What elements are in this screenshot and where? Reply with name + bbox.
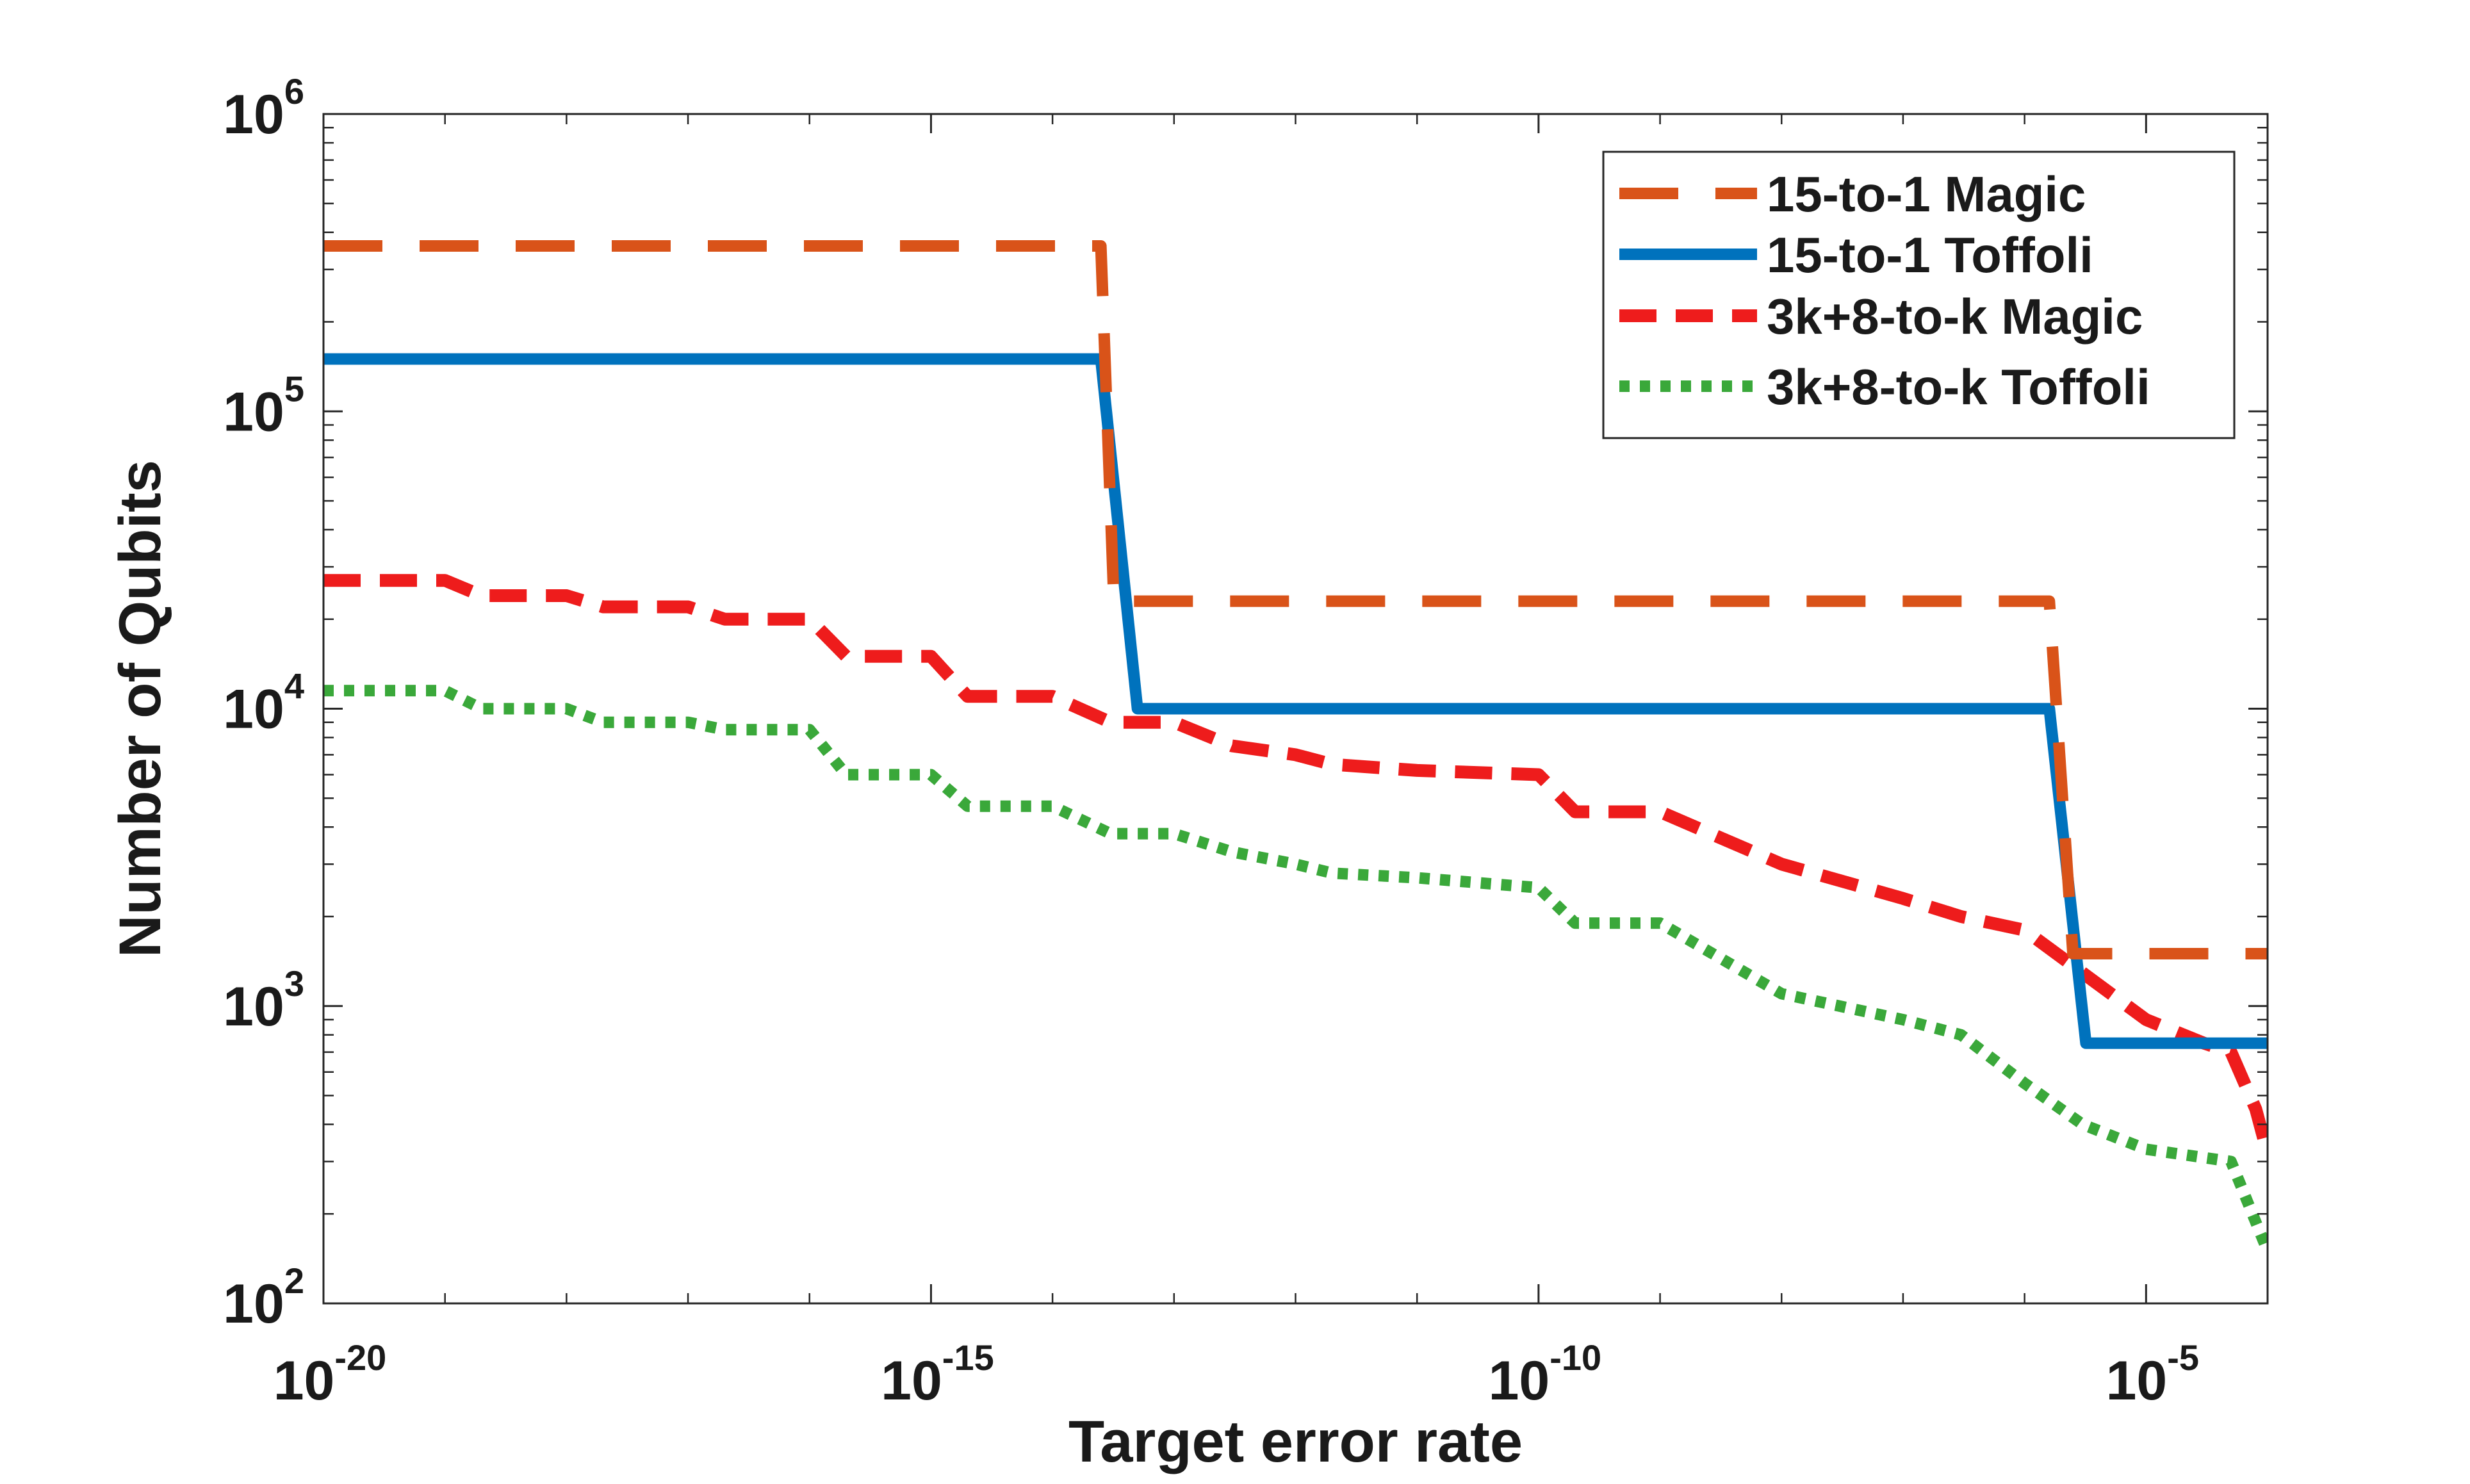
y-tick-label: 105 [223, 368, 304, 443]
axes-layer: 102 103 104 105 106 10-20 10-15 10-10 10-5 [223, 71, 2269, 1412]
series-line-3k-8-to-k-toffoli [323, 685, 2268, 1253]
legend-label-3k-8-to-k-magic: 3k+8-to-k Magic [1767, 288, 2143, 345]
series-layer [323, 240, 2268, 1253]
series-line-15-to-1-magic [323, 240, 2268, 959]
x-axis: 10-20 10-15 10-10 10-5 [274, 114, 2199, 1412]
series-line-3k-8-to-k-magic [323, 574, 2268, 1155]
x-tick-label: 10-5 [2106, 1337, 2199, 1412]
y-tick-label: 104 [223, 666, 304, 740]
x-tick-label: 10-10 [1489, 1337, 1602, 1412]
legend-label-15-to-1-magic: 15-to-1 Magic [1767, 166, 2086, 222]
y-axis: 102 103 104 105 106 [223, 71, 2268, 1335]
y-tick-label: 103 [223, 963, 304, 1038]
x-tick-label: 10-15 [881, 1337, 994, 1412]
legend-label-3k-8-to-k-toffoli: 3k+8-to-k Toffoli [1767, 359, 2150, 415]
y-tick-label: 102 [223, 1260, 304, 1335]
y-axis-title: Number of Qubits [108, 460, 173, 958]
y-tick-label: 106 [223, 71, 304, 145]
series-line-15-to-1-toffoli [323, 353, 2268, 1049]
legend-label-15-to-1-toffoli: 15-to-1 Toffoli [1767, 227, 2093, 283]
x-tick-label: 10-20 [274, 1337, 387, 1412]
x-axis-title: Target error rate [1068, 1409, 1523, 1474]
